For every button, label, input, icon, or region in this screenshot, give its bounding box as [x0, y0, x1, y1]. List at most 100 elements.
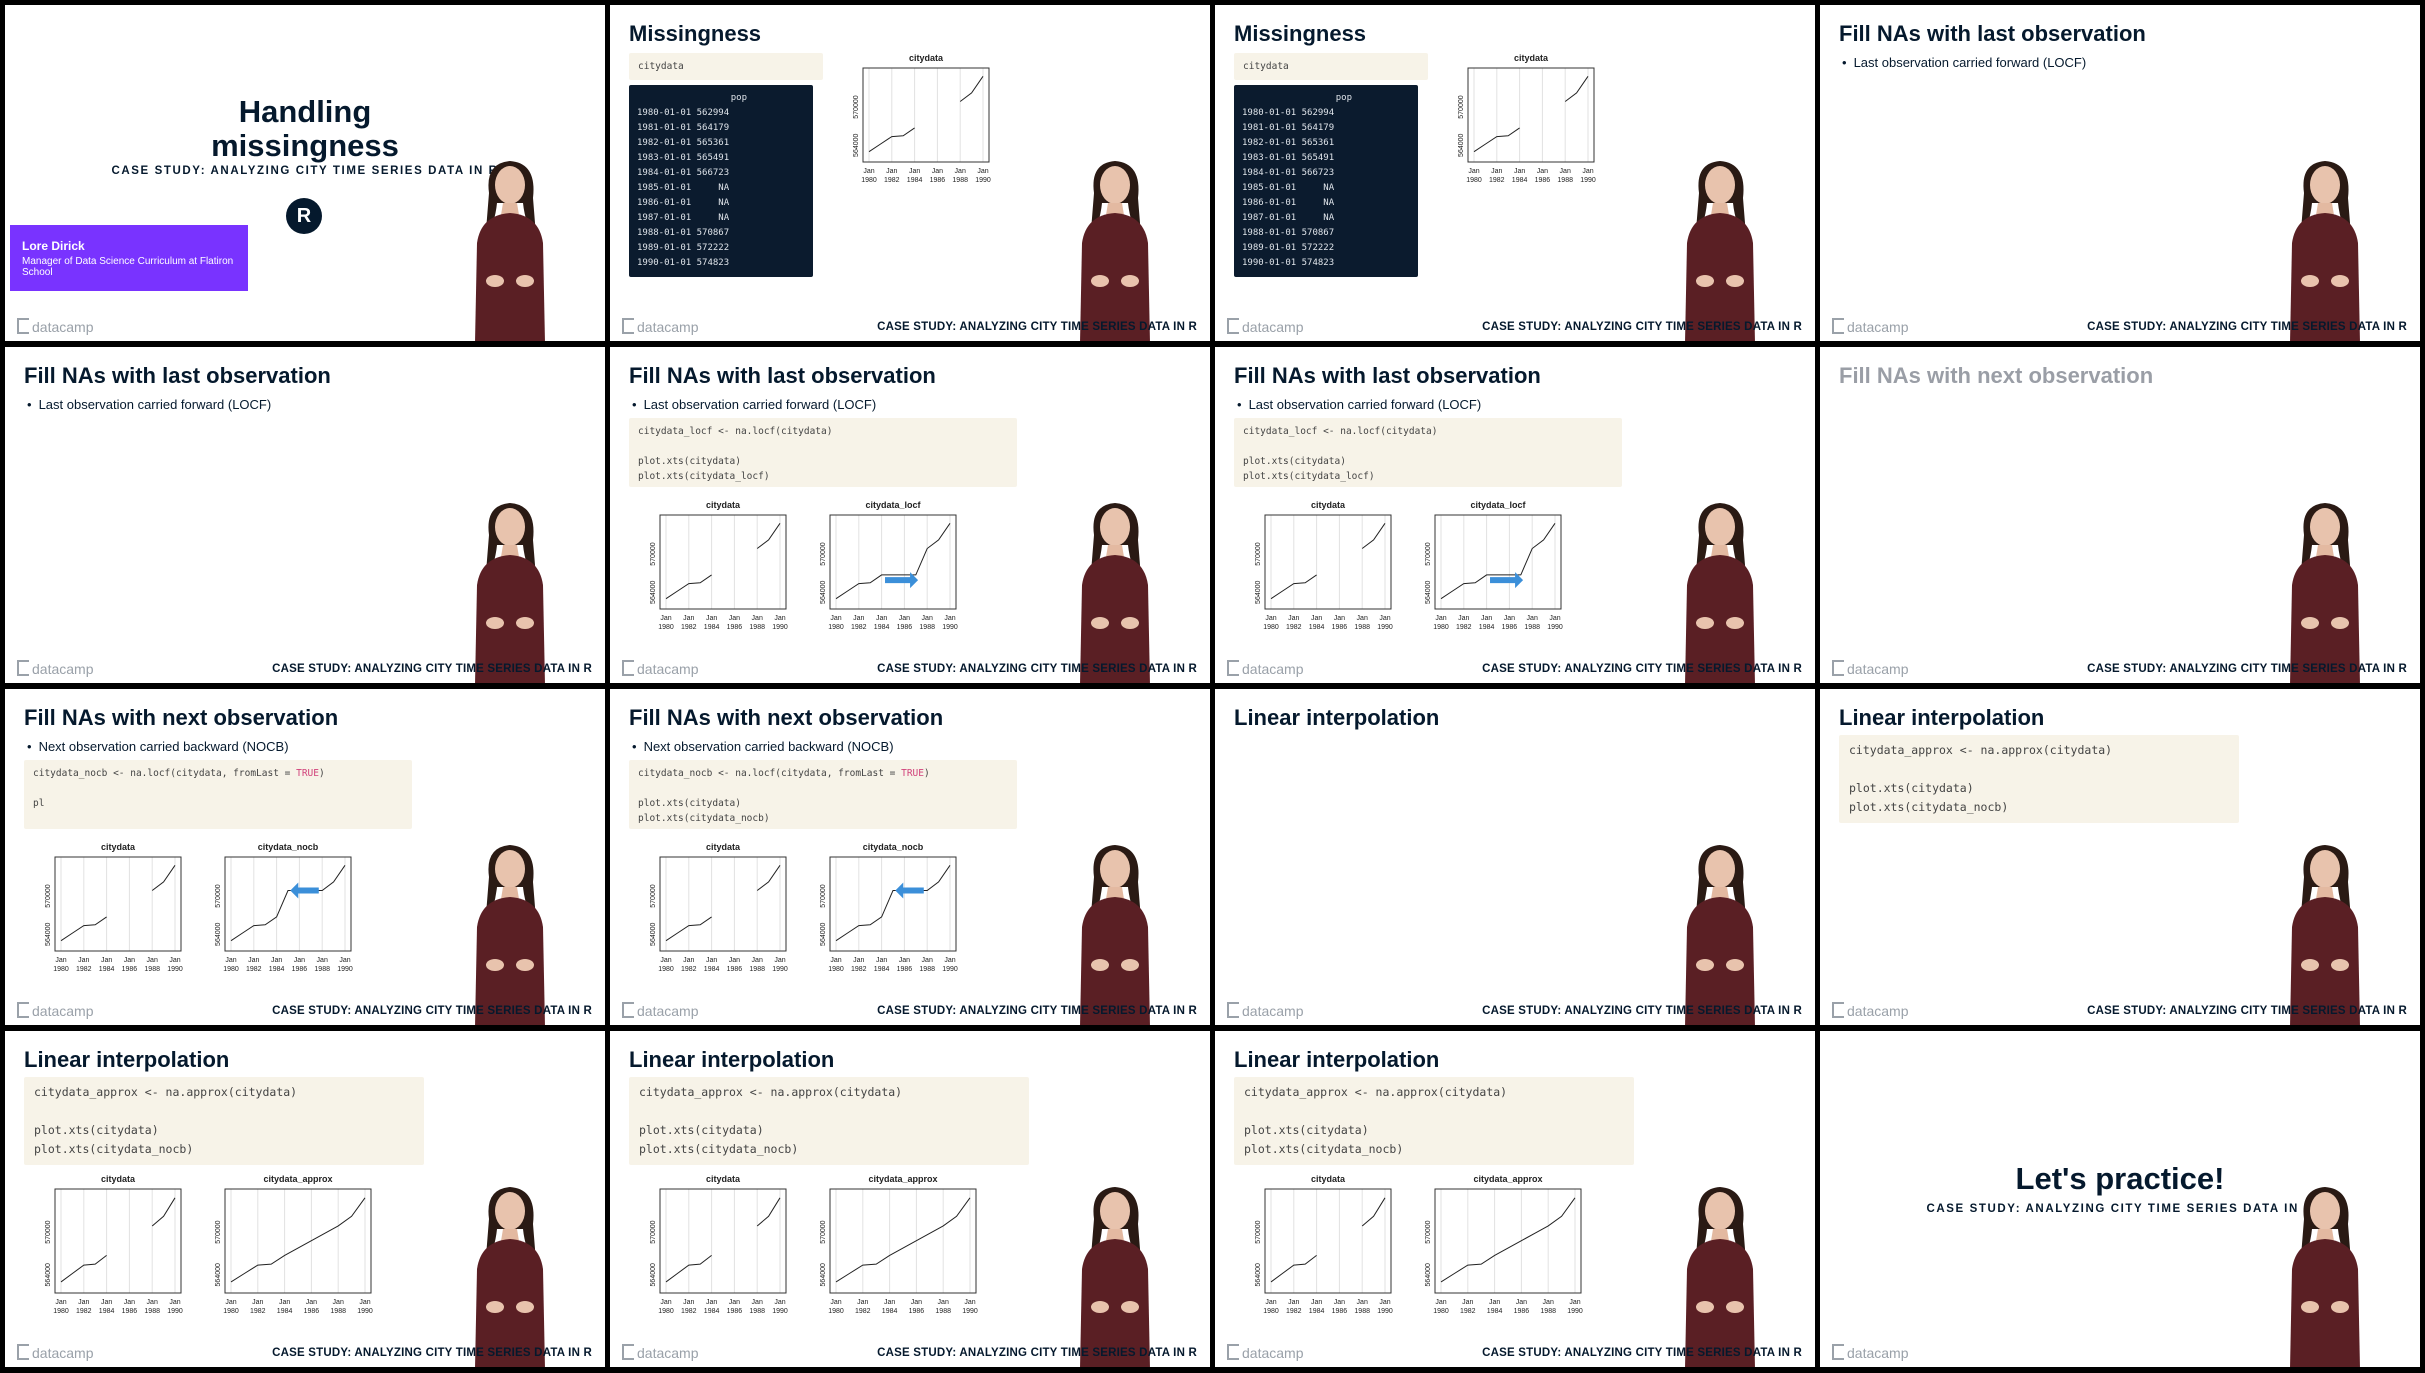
chart-citydata: citydata Jan 1980 Jan 1982 Jan 1984 Jan 1986 Jan 1… — [1237, 497, 1397, 647]
x-tick-label: Jan — [911, 1299, 922, 1306]
slide-locf-1[interactable]: Fill NAs with last observation Last obse… — [5, 347, 605, 683]
slide-linear-2[interactable]: Linear interpolation citydata_approx <- … — [610, 1031, 1210, 1367]
course-name: CASE STUDY: ANALYZING CITY TIME SERIES D… — [272, 1005, 592, 1017]
x-tick-label: Jan — [124, 957, 135, 964]
code-block: citydata_nocb <- na.locf(citydata, fromL… — [24, 760, 412, 829]
chart-citydata: citydata Jan 1980 Jan 1982 Jan 1984 Jan 1986 Jan 1… — [1440, 50, 1600, 200]
slide-nocb-1[interactable]: Fill NAs with next observation Next obse… — [5, 689, 605, 1025]
x-tick-label: 1986 — [897, 624, 913, 631]
course-name: CASE STUDY: ANALYZING CITY TIME SERIES D… — [2087, 663, 2407, 675]
slide-lets-practice[interactable]: Let's practice! CASE STUDY: ANALYZING CI… — [1820, 1031, 2420, 1367]
slide-title: Missingness — [1234, 21, 1367, 46]
slide-title: Fill NAs with last observation — [24, 363, 331, 388]
presenter-silhouette — [2290, 1187, 2360, 1367]
series-line — [835, 1197, 971, 1283]
arrow-right-icon — [1490, 572, 1524, 589]
presenter-video — [1655, 1179, 1785, 1367]
course-name: CASE STUDY: ANALYZING CITY TIME SERIES D… — [272, 1347, 592, 1359]
x-tick-label: Jan — [55, 957, 66, 964]
x-tick-label: Jan — [774, 957, 785, 964]
slide-nocb-intro[interactable]: Fill NAs with next observation datacamp … — [1820, 347, 2420, 683]
y-tick-label: 570000 — [45, 884, 52, 907]
datacamp-logo-icon — [17, 1002, 29, 1018]
chart-title: citydata — [1311, 1174, 1346, 1184]
x-tick-label: 1986 — [727, 966, 743, 973]
slide-title: Fill NAs with next observation — [1839, 363, 2154, 388]
x-tick-label: Jan — [830, 957, 841, 964]
chart-citydata: citydata Jan 1980 Jan 1982 Jan 1984 Jan 1986 Jan 1… — [632, 497, 792, 647]
code-line: citydata_approx <- na.approx(citydata) — [34, 1085, 298, 1099]
x-tick-label: 1982 — [1460, 1308, 1476, 1315]
chart-frame — [1434, 1188, 1582, 1294]
datacamp-logo: datacamp — [1227, 1344, 1303, 1361]
chart-svg: citydata Jan 1980 Jan 1982 Jan 1984 Jan 1986 Jan 1… — [650, 1174, 788, 1315]
x-tick-label: Jan — [1265, 1299, 1276, 1306]
slide-title: Fill NAs with next observation — [629, 705, 944, 730]
code-line: plot.xts(citydata) — [639, 1123, 764, 1137]
x-tick-label: Jan — [101, 957, 112, 964]
code-line: plot.xts(citydata_nocb) — [639, 1142, 799, 1156]
slide-linear-code[interactable]: Linear interpolation citydata_approx <- … — [1820, 689, 2420, 1025]
code-line: plot.xts(citydata_nocb) — [638, 813, 770, 824]
chart-svg: citydata Jan 1980 Jan 1982 Jan 1984 Jan 1986 Jan 1… — [45, 1174, 183, 1315]
chart-frame — [1264, 1188, 1392, 1294]
table-row: 1988-01-01 570867 — [1242, 228, 1335, 238]
table-row: 1983-01-01 565491 — [1242, 153, 1335, 163]
x-tick-label: 1984 — [269, 966, 285, 973]
slide-title-handling-missingness[interactable]: Handling missingness CASE STUDY: ANALYZI… — [5, 5, 605, 341]
series-line — [1270, 1255, 1317, 1283]
x-tick-label: Jan — [774, 1299, 785, 1306]
chart-title: citydata_locf — [1470, 500, 1526, 510]
x-tick-label: 1980 — [658, 624, 674, 631]
slide-locf-intro[interactable]: Fill NAs with last observation Last obse… — [1820, 5, 2420, 341]
series-line — [151, 865, 176, 891]
x-tick-label: Jan — [1379, 1299, 1390, 1306]
series-line — [60, 916, 107, 942]
y-tick-label: 564000 — [820, 1263, 827, 1286]
slide-missingness-2[interactable]: Missingness citydata pop 1980-01-01 56299… — [1215, 5, 1815, 341]
table-row: 1986-01-01 NA — [1242, 198, 1335, 208]
chart-frame — [54, 1188, 182, 1294]
slide-locf-2[interactable]: Fill NAs with last observation Last obse… — [610, 347, 1210, 683]
series-line — [1440, 1197, 1576, 1283]
x-tick-label: Jan — [853, 615, 864, 622]
code-line: plot.xts(citydata) — [638, 456, 741, 467]
chart-citydata: citydata Jan 1980 Jan 1982 Jan 1984 Jan 1986 Jan 1… — [632, 1171, 792, 1331]
slide-missingness-1[interactable]: Missingness citydata pop 1980-01-01 56299… — [610, 5, 1210, 341]
datacamp-logo-icon — [622, 1344, 634, 1360]
code-line: citydata_approx <- na.approx(citydata) — [1244, 1085, 1508, 1099]
datacamp-logo-text: datacamp — [1242, 661, 1304, 677]
y-tick-label: 570000 — [215, 1220, 222, 1243]
x-tick-label: 1982 — [76, 1308, 92, 1315]
x-tick-label: Jan — [1582, 168, 1593, 175]
presenter-card: Lore Dirick Manager of Data Science Curr… — [10, 225, 248, 291]
table-row: 1981-01-01 564179 — [637, 123, 730, 133]
y-tick-label: 564000 — [1425, 1263, 1432, 1286]
slide-linear-1[interactable]: Linear interpolation citydata_approx <- … — [5, 1031, 605, 1367]
slide-main-title-line1: Handling — [238, 94, 372, 129]
x-tick-label: Jan — [909, 168, 920, 175]
datacamp-logo: datacamp — [17, 318, 93, 335]
chart-frame — [224, 1188, 372, 1294]
table-row: 1987-01-01 NA — [1242, 213, 1335, 223]
y-tick-label: 564000 — [215, 922, 222, 945]
slide-nocb-2[interactable]: Fill NAs with next observation Next obse… — [610, 689, 1210, 1025]
x-tick-label: 1980 — [658, 966, 674, 973]
presenter-silhouette — [1685, 845, 1755, 1025]
slide-linear-intro[interactable]: Linear interpolation datacamp CASE STUDY… — [1215, 689, 1815, 1025]
x-tick-label: Jan — [944, 615, 955, 622]
code-line: plot.xts(citydata_locf) — [1243, 471, 1375, 482]
bullet-item: Last observation carried forward (LOCF) — [1237, 397, 1482, 412]
chart-citydata: citydata Jan 1980 Jan 1982 Jan 1984 Jan 1986 Jan 1… — [1237, 1171, 1397, 1331]
datacamp-logo-text: datacamp — [637, 1345, 699, 1361]
presenter-silhouette — [1685, 161, 1755, 341]
x-tick-label: 1986 — [1502, 624, 1518, 631]
chart-title: citydata — [1311, 500, 1346, 510]
x-tick-label: Jan — [147, 957, 158, 964]
x-tick-label: Jan — [78, 957, 89, 964]
datacamp-logo-icon — [622, 1002, 634, 1018]
slide-locf-3[interactable]: Fill NAs with last observation Last obse… — [1215, 347, 1815, 683]
x-tick-label: 1984 — [99, 966, 115, 973]
x-tick-label: Jan — [169, 1299, 180, 1306]
slide-linear-3[interactable]: Linear interpolation citydata_approx <- … — [1215, 1031, 1815, 1367]
